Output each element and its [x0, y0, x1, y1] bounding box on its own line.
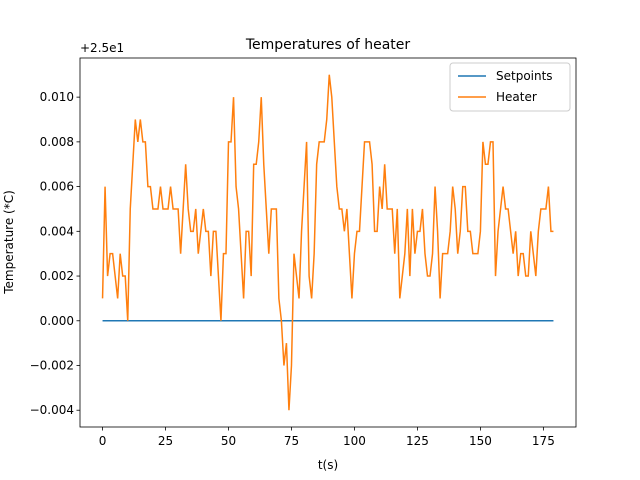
legend-label: Heater [496, 90, 537, 104]
y-tick-label: 0.002 [40, 269, 74, 283]
legend: Setpoints Heater [449, 62, 571, 112]
y-tick-label: −0.002 [30, 359, 74, 373]
chart-title: Temperatures of heater [245, 37, 411, 53]
legend-label: Setpoints [496, 69, 553, 83]
series-line [101, 74, 554, 411]
x-tick-label: 25 [158, 434, 173, 448]
plot-frame [79, 57, 577, 428]
y-tick-label: 0.004 [40, 224, 74, 238]
y-tick-label: 0.006 [40, 180, 74, 194]
y-axis-label: Temperature (*C) [2, 190, 16, 295]
x-tick-label: 0 [99, 434, 107, 448]
x-axis-label: t(s) [318, 458, 338, 472]
x-tick-label: 75 [284, 434, 299, 448]
x-tick-label: 150 [469, 434, 492, 448]
x-tick-label: 50 [221, 434, 236, 448]
y-tick-label: 0.008 [40, 135, 74, 149]
x-tick-label: 125 [406, 434, 429, 448]
x-tick-label: 100 [343, 434, 366, 448]
y-tick-label: −0.004 [30, 403, 74, 417]
legend-box [449, 62, 571, 112]
y-tick-label: 0.010 [40, 90, 74, 104]
offset-label: +2.5e1 [80, 41, 124, 55]
x-tick-label: 175 [532, 434, 555, 448]
y-tick-label: 0.000 [40, 314, 74, 328]
